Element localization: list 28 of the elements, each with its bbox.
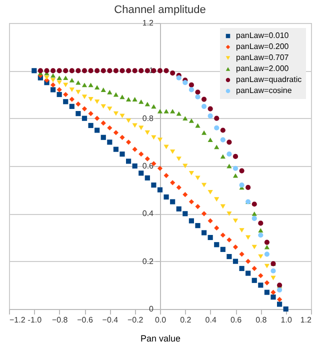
y-tick-label: 0: [149, 304, 154, 314]
x-tick-label: 1.0: [280, 316, 292, 324]
x-tick-label: 1.2: [300, 316, 312, 324]
y-tick-label: 1: [149, 66, 154, 76]
x-tick-label: 0.8: [256, 316, 268, 324]
y-tick-label: 0.4: [142, 209, 154, 218]
chart-title: Channel amplitude: [114, 4, 206, 16]
legend-label: panLaw=cosine: [236, 86, 292, 95]
x-tick-label: −0.6: [77, 316, 94, 324]
legend-label: panLaw=0.707: [236, 53, 290, 62]
legend-label: panLaw=0.200: [236, 42, 290, 51]
x-tick-label: 0.2: [180, 316, 192, 324]
x-tick-label: 0.6: [230, 316, 242, 324]
x-tick-label: -1.0: [28, 316, 42, 324]
x-tick-label: −0.4: [102, 316, 119, 324]
legend-label: panLaw=2.000: [236, 64, 290, 73]
legend-label: panLaw=0.010: [236, 31, 290, 40]
y-tick-label: 0.8: [142, 114, 154, 123]
x-tick-label: −0.8: [52, 316, 68, 324]
x-tick-label: −1.2: [10, 316, 26, 324]
x-axis-title: Pan value: [140, 334, 181, 344]
x-tick-label: −0.2: [127, 316, 144, 324]
y-tick-label: 1.2: [142, 18, 154, 28]
legend-label: panLaw=quadratic: [236, 75, 302, 84]
y-tick-label: 0.2: [142, 256, 154, 266]
x-tick-label: 0.4: [205, 316, 217, 324]
x-tick-label: 0.0: [154, 316, 167, 324]
y-tick-label: 0.6: [142, 162, 154, 170]
